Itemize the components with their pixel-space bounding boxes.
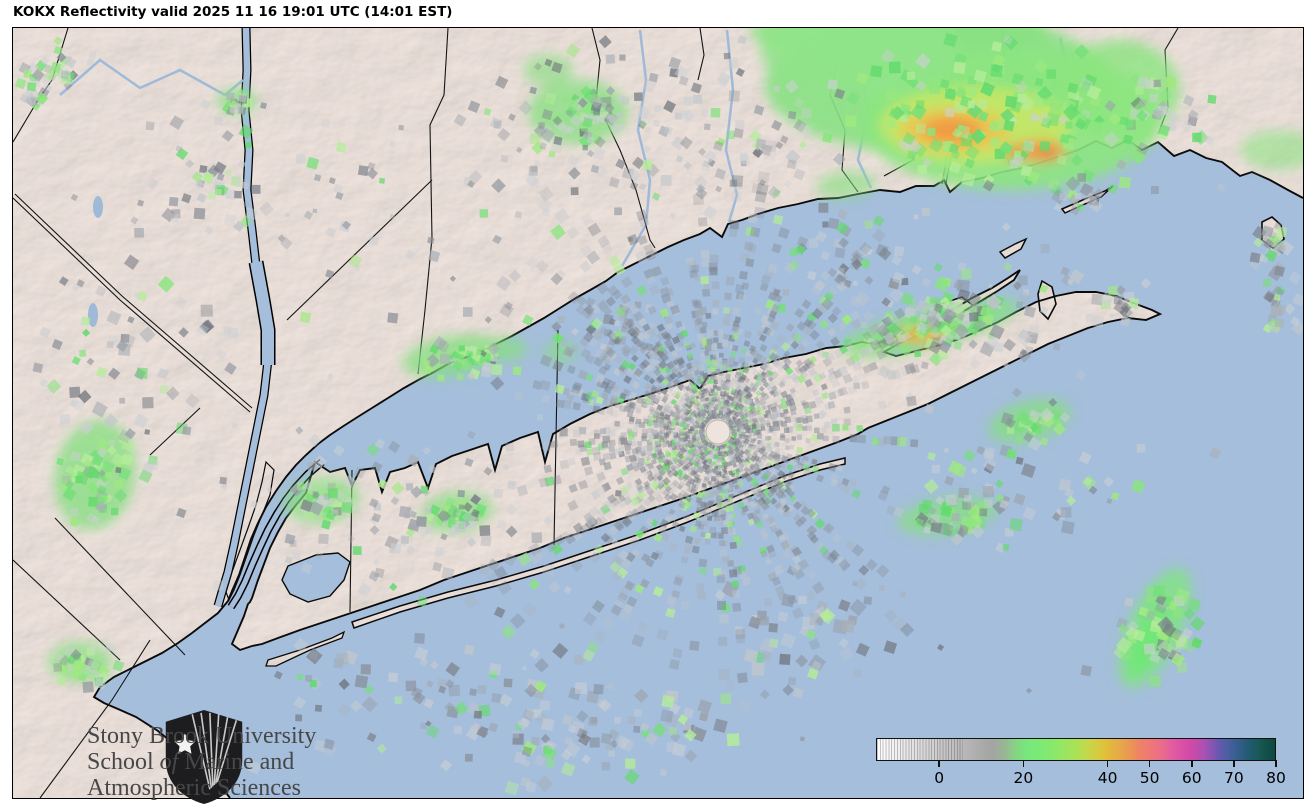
- colorbar-tick-label: 20: [1013, 769, 1034, 787]
- colorbar-tick-label: 80: [1266, 769, 1286, 787]
- radar-speckles-layer: [14, 32, 1303, 796]
- colorbar-tick-label: 40: [1097, 769, 1118, 787]
- sbu-logo-text: Stony Brook University School of Marine …: [87, 723, 316, 801]
- colorbar-discrete-bins: [877, 739, 963, 760]
- sbu-logo-line2: School of Marine and: [87, 749, 295, 775]
- colorbar-tick-mark: [1106, 760, 1109, 767]
- page-title: KOKX Reflectivity valid 2025 11 16 19:01…: [13, 4, 453, 20]
- colorbar-tick-mark: [1022, 760, 1025, 767]
- reflectivity-colorbar: [876, 738, 1276, 761]
- colorbar-tick-mark: [1191, 760, 1193, 767]
- colorbar-tick-label: 50: [1139, 769, 1160, 787]
- colorbar-tick-mark: [1233, 760, 1235, 767]
- colorbar-tick-label: 0: [934, 769, 945, 787]
- colorbar-tick-mark: [938, 760, 940, 767]
- sbu-logo-line3: Atmospheric Sciences: [87, 775, 301, 801]
- colorbar-tick-label: 60: [1181, 769, 1202, 787]
- sbu-logo-line1: Stony Brook University: [87, 723, 317, 749]
- colorbar-tick-label: 70: [1224, 769, 1244, 787]
- radar-map: 0 20 40 50 60 70 80 Stony Brook University Sch…: [12, 27, 1304, 805]
- sbu-logo: Stony Brook University School of Marine …: [39, 707, 369, 807]
- radar-map-canvas: [13, 28, 1303, 798]
- colorbar-tick-mark: [1148, 760, 1151, 767]
- colorbar-tick-mark: [1275, 760, 1277, 767]
- radar-site-circle: [705, 419, 731, 445]
- sbu-shield-icon: [165, 709, 243, 805]
